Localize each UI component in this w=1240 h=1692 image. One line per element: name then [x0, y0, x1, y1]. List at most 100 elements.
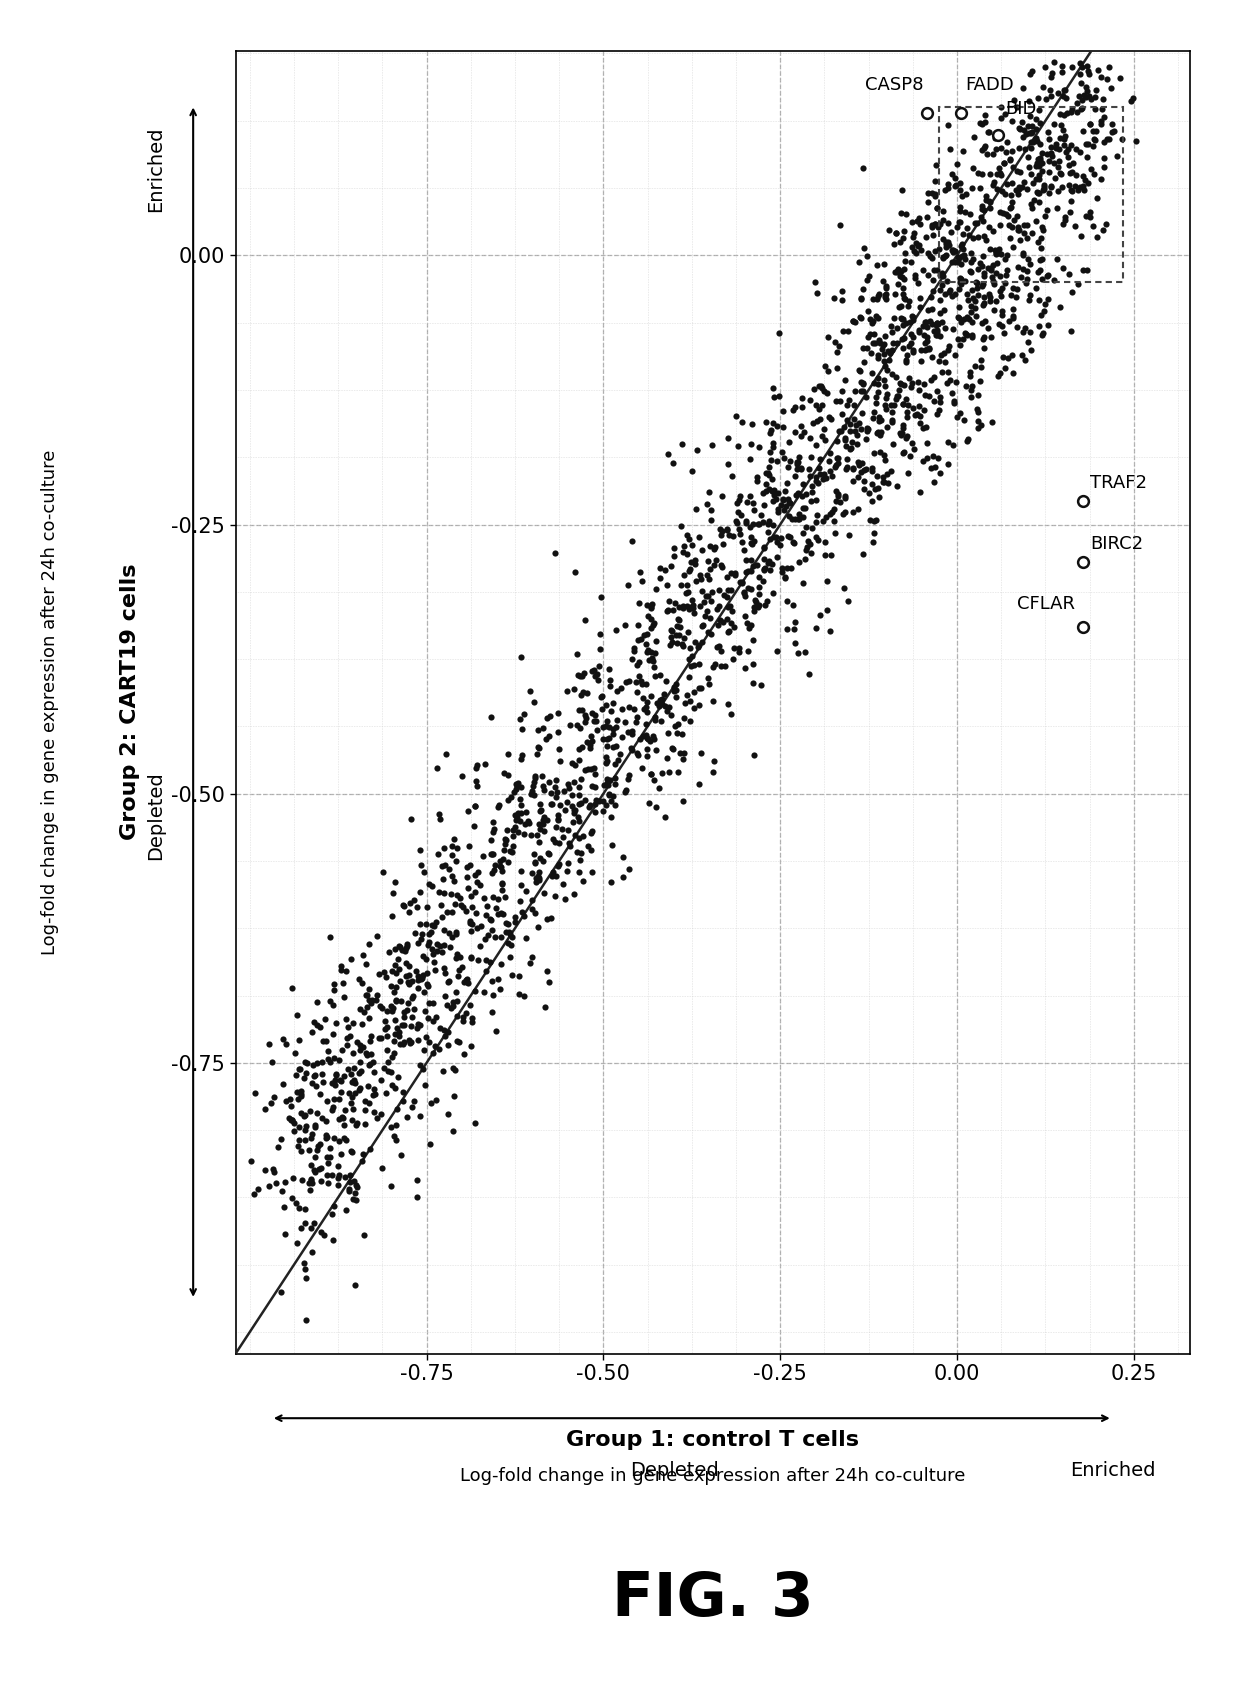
Point: [572, 790, 591, 817]
Point: [1014, 135, 1034, 162]
Point: [756, 587, 776, 614]
Point: [680, 645, 699, 672]
Point: [470, 871, 490, 898]
Point: [295, 1210, 315, 1237]
Point: [646, 736, 666, 763]
Point: [897, 342, 916, 369]
Point: [893, 391, 913, 418]
Point: [670, 607, 689, 634]
Point: [743, 650, 763, 677]
Point: [781, 555, 801, 582]
Point: [991, 161, 1011, 188]
Point: [981, 323, 1001, 350]
Point: [569, 782, 589, 809]
Point: [951, 271, 971, 298]
Point: [564, 880, 584, 907]
Point: [853, 154, 873, 181]
Point: [546, 540, 565, 567]
Point: [467, 858, 487, 885]
Point: [945, 249, 965, 276]
Point: [988, 240, 1008, 267]
Point: [350, 966, 370, 993]
Point: [851, 369, 870, 396]
Point: [727, 489, 746, 516]
Point: [314, 1068, 334, 1095]
Point: [404, 1088, 424, 1115]
Point: [511, 887, 531, 914]
Point: [582, 819, 601, 846]
Point: [522, 777, 542, 804]
Point: [384, 1122, 404, 1149]
Point: [857, 455, 877, 482]
Point: [837, 445, 857, 472]
Point: [637, 591, 657, 618]
Point: [835, 482, 854, 509]
Point: [1054, 132, 1074, 159]
Point: [505, 802, 525, 829]
Point: [962, 321, 982, 349]
Point: [763, 409, 782, 437]
Point: [890, 228, 910, 255]
Point: [820, 501, 839, 528]
Point: [548, 853, 568, 880]
Point: [957, 425, 977, 452]
Point: [1055, 122, 1075, 149]
Point: [768, 499, 787, 526]
Point: [303, 1120, 322, 1147]
Point: [749, 591, 769, 618]
Point: [1029, 130, 1049, 157]
Point: [707, 634, 727, 662]
Point: [657, 597, 677, 624]
Point: [263, 1049, 283, 1076]
Point: [930, 387, 950, 415]
Point: [667, 606, 687, 633]
Point: [357, 1073, 377, 1100]
Point: [536, 726, 556, 753]
Point: [601, 804, 621, 831]
Point: [446, 848, 466, 875]
Point: [851, 284, 870, 311]
Point: [673, 594, 693, 621]
Point: [796, 513, 816, 540]
Point: [511, 744, 531, 772]
Point: [591, 695, 611, 722]
Point: [501, 932, 521, 959]
Point: [355, 998, 374, 1025]
Point: [445, 890, 465, 917]
Point: [383, 880, 403, 907]
Point: [899, 364, 919, 391]
Point: [963, 245, 983, 272]
Point: [1027, 206, 1047, 233]
Point: [341, 1090, 361, 1117]
Point: [655, 804, 675, 831]
Point: [667, 719, 687, 746]
Point: [1016, 347, 1035, 374]
Point: [283, 1164, 303, 1191]
Point: [742, 611, 761, 638]
Point: [616, 777, 636, 804]
Point: [645, 704, 665, 731]
Point: [567, 839, 587, 866]
Point: [839, 387, 859, 415]
Point: [662, 628, 682, 655]
Point: [847, 421, 867, 448]
Point: [844, 310, 864, 337]
Point: [758, 459, 777, 486]
Point: [864, 475, 884, 503]
Point: [759, 462, 779, 489]
Point: [303, 1239, 322, 1266]
Point: [387, 986, 407, 1014]
Point: [336, 1196, 356, 1223]
Point: [882, 399, 901, 426]
Point: [288, 1132, 308, 1159]
Point: [827, 477, 847, 504]
Point: [785, 462, 805, 489]
Point: [1052, 52, 1071, 80]
Point: [905, 401, 925, 428]
Point: [419, 990, 439, 1017]
Point: [718, 425, 738, 452]
Point: [754, 557, 774, 584]
Point: [739, 614, 759, 641]
Point: [877, 281, 897, 308]
Point: [754, 555, 774, 582]
